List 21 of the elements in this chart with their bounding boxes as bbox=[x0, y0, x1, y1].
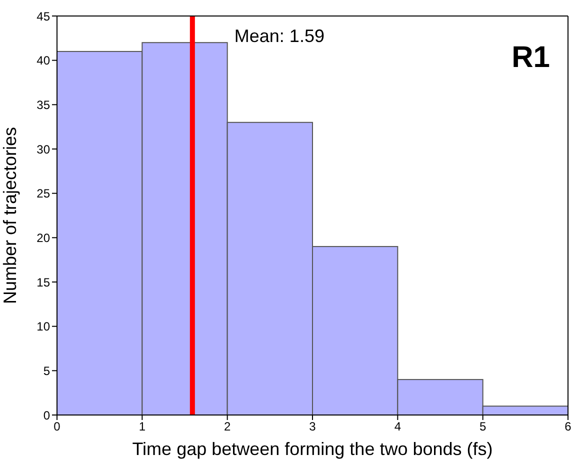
x-tick-label: 1 bbox=[138, 420, 146, 434]
y-tick-label: 30 bbox=[36, 142, 50, 156]
x-axis-title: Time gap between forming the two bonds (fs) bbox=[132, 439, 493, 459]
y-tick-label: 0 bbox=[43, 408, 50, 422]
y-axis-title: Number of trajectories bbox=[0, 126, 20, 304]
x-tick-label: 4 bbox=[394, 420, 402, 434]
y-tick-label: 25 bbox=[36, 186, 50, 201]
x-tick-label: 2 bbox=[224, 420, 231, 434]
x-tick-label: 0 bbox=[54, 420, 61, 434]
y-tick-label: 40 bbox=[36, 54, 50, 68]
x-tick-label: 3 bbox=[309, 420, 316, 434]
x-tick-label: 6 bbox=[564, 420, 572, 434]
annotation: R1 bbox=[512, 41, 550, 74]
y-tick-label: 5 bbox=[43, 364, 50, 378]
y-tick-label: 35 bbox=[36, 98, 50, 112]
y-tick-label: 10 bbox=[36, 320, 50, 334]
ref-line-label: Mean: 1.59 bbox=[234, 26, 324, 46]
y-tick-label: 15 bbox=[36, 275, 50, 290]
y-tick-label: 45 bbox=[36, 9, 50, 24]
x-tick-label: 5 bbox=[479, 420, 486, 434]
y-tick-label: 20 bbox=[36, 230, 50, 245]
